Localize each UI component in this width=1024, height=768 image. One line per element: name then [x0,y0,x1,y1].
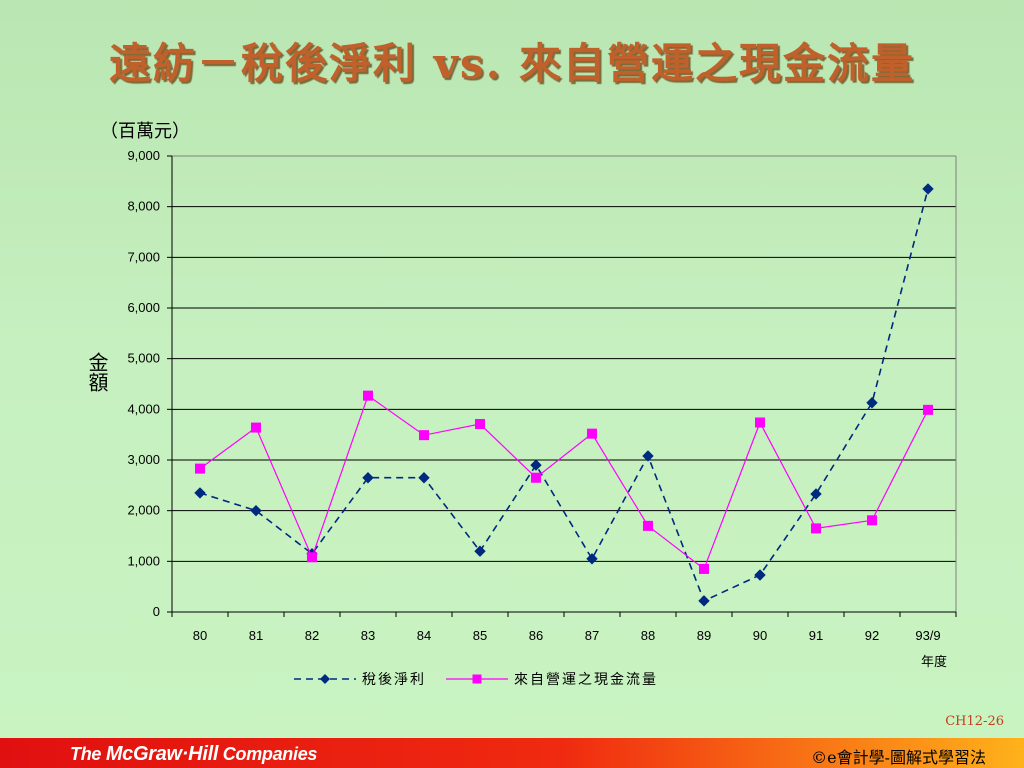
y-axis-label: 金額 [85,352,109,392]
series-1-point [698,595,710,607]
series-2-point [531,472,541,483]
legend-label-1: 稅後淨利 [362,672,426,688]
series-1-point [530,459,542,471]
x-tick-label: 91 [809,628,823,643]
slide-title: 遠紡－稅後淨利 vs. 來自營運之現金流量 [109,39,915,88]
series-line-1 [199,188,929,602]
series-1-point [586,553,598,565]
series-1-point [810,488,822,500]
footer-bar: The McGraw·Hill Companies ©e會計學-圖解式學習法 [0,738,1024,768]
x-tick-label: 86 [529,628,543,643]
brand-prefix: The [70,744,106,764]
x-tick-label: 80 [193,628,207,643]
series-1-point [194,487,206,499]
series-2-point [419,430,429,441]
x-tick-label: 93/9 [915,628,940,643]
legend-marker-2 [472,674,482,684]
legend-label-2: 來自營運之現金流量 [514,672,658,688]
footer-book-title: ©e會計學-圖解式學習法 [811,748,986,767]
series-2-point [867,515,877,526]
x-tick-label: 92 [865,628,879,643]
series-2-point [251,422,261,433]
x-tick-label: 85 [473,628,487,643]
series-1-point [250,504,262,517]
y-tick-label: 2,000 [127,503,160,518]
slide-number: CH12-26 [945,714,1004,729]
series-2-point [195,463,205,474]
series-2-point [811,523,821,534]
series-1-point [866,397,878,409]
series-2-point [755,417,765,428]
series-line-2 [199,394,929,570]
series-2-point [475,419,485,430]
y-tick-label: 3,000 [127,452,160,467]
series-1-point [922,183,934,195]
x-tick-label: 87 [585,628,599,643]
legend-marker-1 [320,674,330,684]
y-tick-label: 7,000 [127,249,160,264]
series-1-point [418,472,430,484]
series-2-point [363,390,373,401]
y-tick-label: 1,000 [127,553,160,568]
y-tick-label: 0 [153,604,160,619]
y-tick-label: 5,000 [127,351,160,366]
legend: 稅後淨利 來自營運之現金流量 [294,672,658,688]
x-tick-label: 84 [417,628,431,643]
publisher-logo: The McGraw·Hill Companies [70,743,317,766]
axes: 0 1,000 2,000 3,000 4,000 5,000 6,000 7,000 8,00… [127,148,957,643]
series-group [194,183,934,607]
y-tick-label: 9,000 [127,148,160,163]
series-1-point [362,472,374,484]
series-1-point [474,545,486,557]
unit-label: （百萬元） [100,121,190,142]
line-chart: 0 1,000 2,000 3,000 4,000 5,000 6,000 7,000 8,00… [127,148,957,688]
x-tick-label: 83 [361,628,375,643]
y-tick-label: 4,000 [127,401,160,416]
brand-name: McGraw·Hill [105,743,219,765]
series-1-point [642,450,654,462]
x-tick-label: 89 [697,628,711,643]
x-tick-label: 81 [249,628,263,643]
series-2-point [923,404,933,415]
series-1-point [754,569,766,581]
x-tick-label: 90 [753,628,767,643]
brand-suffix: Companies [218,744,318,764]
x-axis-label: 年度 [921,654,947,670]
series-2-point [699,563,709,574]
x-tick-label: 88 [641,628,655,643]
series-2-point [587,428,597,439]
gridlines [172,155,956,562]
series-2-point [307,552,317,563]
y-tick-label: 8,000 [127,199,160,214]
y-tick-label: 6,000 [127,300,160,315]
series-2-point [643,520,653,531]
x-tick-label: 82 [305,628,319,643]
